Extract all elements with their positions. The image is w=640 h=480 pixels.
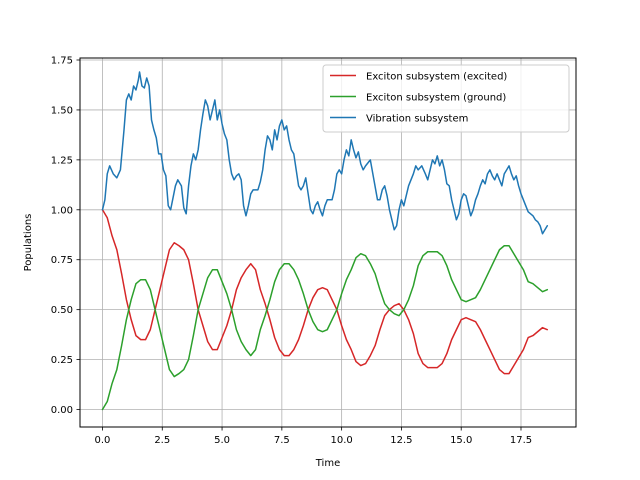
legend: Exciton subsystem (excited) Exciton subsy… [322,64,570,133]
y-axis: 0.00 0.25 0.50 0.75 1.00 1.25 1.50 1.75 [51,55,80,416]
legend-label-0: Exciton subsystem (excited) [366,72,507,83]
legend-label-1: Exciton subsystem (ground) [366,93,506,104]
y-tick-label: 0.25 [51,355,73,366]
y-tick-label: 0.50 [51,305,73,316]
y-tick-label: 1.00 [51,205,73,216]
x-tick-label: 5.0 [214,435,230,446]
x-tick-label: 2.5 [154,435,170,446]
series-line-0 [101,209,549,375]
y-tick-label: 1.75 [51,55,73,66]
series-line-2 [101,71,549,235]
series-line-1 [101,245,549,411]
x-tick-label: 0.0 [95,435,111,446]
x-tick-label: 7.5 [274,435,290,446]
x-tick-label: 10.0 [330,435,352,446]
y-tick-label: 0.75 [51,255,73,266]
series-lines [101,71,549,411]
x-axis-label: Time [315,458,340,469]
y-tick-label: 1.50 [51,105,73,116]
legend-box [322,64,570,133]
x-tick-label: 12.5 [390,435,412,446]
x-tick-label: 17.5 [510,435,532,446]
plot-frame [79,57,577,428]
y-tick-label: 1.25 [51,155,73,166]
y-axis-label: Populations [23,214,34,272]
x-axis: 0.0 2.5 5.0 7.5 10.0 12.5 15.0 17.5 [95,427,532,446]
y-tick-label: 0.00 [51,405,73,416]
legend-label-2: Vibration subsystem [366,114,468,125]
x-tick-label: 15.0 [450,435,472,446]
